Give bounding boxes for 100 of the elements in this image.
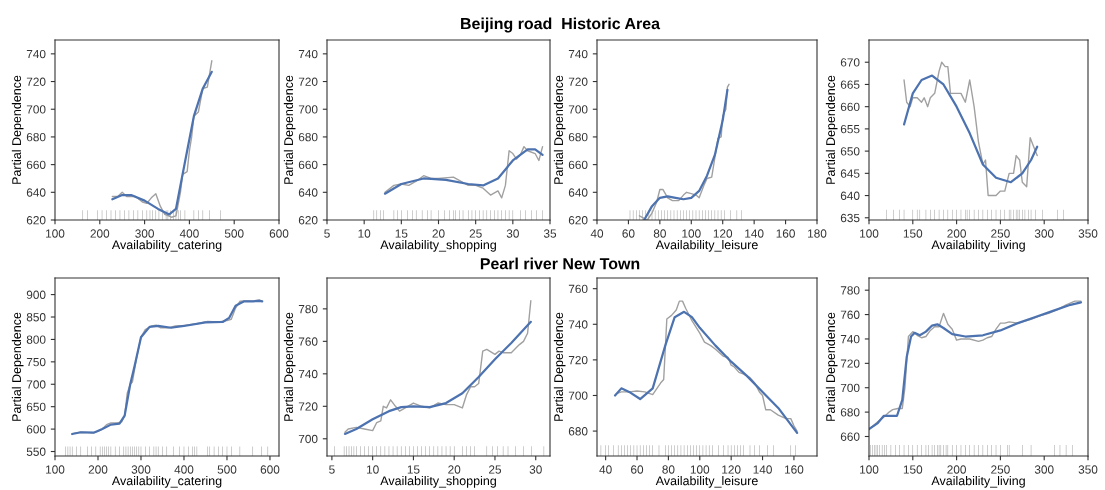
- y-tick-label: 740: [26, 49, 46, 59]
- y-tick-label: 680: [840, 408, 860, 417]
- x-tick-label: 300: [1034, 229, 1054, 238]
- x-tick-label: 600: [269, 229, 289, 238]
- x-tick-label: 100: [46, 465, 65, 474]
- x-tick-label: 150: [903, 229, 923, 238]
- y-tick-label: 680: [298, 132, 318, 142]
- y-tick-label: 635: [840, 213, 860, 223]
- y-tick-label: 660: [840, 102, 860, 112]
- y-tick-label: 660: [840, 432, 860, 441]
- y-tick-label: 670: [840, 58, 860, 67]
- x-axis-title: Availability_shopping: [380, 240, 496, 252]
- x-tick-label: 200: [947, 465, 966, 474]
- y-tick-label: 740: [840, 334, 860, 344]
- y-tick-label: 740: [298, 369, 318, 379]
- x-tick-label: 100: [46, 229, 65, 238]
- y-tick-label: 550: [26, 447, 46, 456]
- x-tick-label: 100: [860, 465, 879, 474]
- x-tick-label: 60: [631, 465, 644, 474]
- x-tick-label: 140: [753, 465, 772, 474]
- chart-title: Pearl river New Town: [480, 257, 640, 270]
- x-tick-label: 10: [358, 229, 371, 238]
- y-tick-label: 620: [26, 216, 46, 225]
- line-series: [343, 320, 532, 436]
- y-tick-label: 680: [568, 427, 588, 436]
- x-tick-label: 120: [722, 465, 741, 474]
- y-tick-label: 760: [840, 310, 860, 319]
- y-tick-label: 680: [568, 132, 588, 142]
- x-tick-label: 80: [662, 465, 675, 474]
- y-tick-label: 700: [568, 391, 588, 400]
- y-axis-title: Partial Dependence: [283, 312, 296, 421]
- x-tick-label: 400: [179, 229, 199, 238]
- y-axis-title: Partial Dependence: [553, 75, 566, 184]
- y-tick-label: 640: [298, 188, 318, 197]
- y-tick-label: 620: [568, 216, 588, 225]
- y-tick-label: 600: [26, 425, 46, 434]
- y-tick-label: 700: [298, 105, 318, 114]
- x-tick-label: 160: [784, 465, 804, 474]
- x-tick-label: 300: [1034, 465, 1054, 474]
- y-axis-title: Partial Dependence: [553, 312, 566, 421]
- x-tick-label: 350: [1078, 229, 1098, 238]
- y-tick-label: 660: [26, 160, 46, 170]
- y-tick-label: 650: [840, 147, 860, 156]
- x-tick-label: 15: [395, 229, 408, 238]
- x-axis-title: Availability_catering: [111, 240, 222, 252]
- y-tick-label: 640: [568, 188, 588, 197]
- x-axis-title: Availability_leisure: [655, 476, 758, 488]
- x-tick-label: 500: [224, 229, 244, 238]
- x-tick-label: 200: [947, 229, 966, 238]
- y-tick-label: 620: [298, 216, 318, 225]
- y-tick-label: 700: [26, 105, 46, 114]
- y-tick-label: 760: [298, 337, 318, 346]
- y-tick-label: 740: [568, 49, 588, 59]
- y-tick-label: 780: [840, 286, 860, 295]
- x-tick-label: 35: [543, 229, 557, 238]
- x-tick-label: 5: [329, 465, 335, 474]
- line-series: [902, 74, 1039, 184]
- x-tick-label: 40: [599, 465, 612, 474]
- y-tick-label: 720: [298, 77, 318, 86]
- y-tick-label: 720: [26, 77, 46, 86]
- x-tick-label: 100: [860, 229, 879, 238]
- x-tick-label: 350: [1078, 465, 1098, 474]
- y-axis-title: Partial Dependence: [825, 312, 838, 421]
- x-tick-label: 25: [488, 465, 502, 474]
- x-tick-label: 250: [991, 465, 1010, 474]
- x-axis-title: Availability_catering: [111, 476, 222, 488]
- y-tick-label: 740: [298, 49, 318, 59]
- y-axis-title: Partial Dependence: [11, 75, 24, 184]
- y-tick-label: 660: [568, 160, 588, 170]
- chart-title: Beijing road Historic Area: [461, 17, 661, 33]
- y-tick-label: 750: [26, 357, 46, 367]
- y-tick-label: 700: [840, 383, 860, 393]
- y-tick-label: 740: [568, 320, 588, 329]
- x-tick-label: 20: [432, 229, 445, 238]
- x-tick-label: 15: [407, 465, 420, 474]
- y-tick-label: 640: [840, 191, 860, 200]
- x-tick-label: 120: [713, 229, 733, 238]
- y-tick-label: 850: [26, 313, 46, 322]
- x-tick-label: 500: [217, 465, 237, 474]
- x-tick-label: 100: [682, 229, 701, 238]
- x-tick-label: 160: [776, 229, 795, 238]
- y-tick-label: 720: [298, 402, 318, 411]
- x-tick-label: 40: [590, 229, 604, 238]
- x-tick-label: 140: [745, 229, 764, 238]
- x-tick-label: 5: [324, 229, 330, 238]
- x-tick-label: 10: [367, 465, 379, 474]
- y-axis-title: Partial Dependence: [283, 75, 296, 184]
- x-tick-label: 80: [653, 229, 666, 238]
- x-tick-label: 100: [690, 465, 710, 474]
- x-tick-label: 20: [448, 465, 461, 474]
- y-tick-label: 700: [26, 380, 46, 389]
- y-tick-label: 640: [26, 188, 46, 197]
- y-tick-label: 780: [298, 304, 318, 314]
- line-series: [344, 300, 532, 433]
- y-tick-label: 655: [840, 124, 860, 134]
- y-axis-title: Partial Dependence: [825, 75, 838, 184]
- x-tick-label: 30: [506, 229, 519, 238]
- y-tick-label: 700: [298, 434, 318, 444]
- x-tick-label: 60: [622, 229, 635, 238]
- x-tick-label: 30: [529, 465, 542, 474]
